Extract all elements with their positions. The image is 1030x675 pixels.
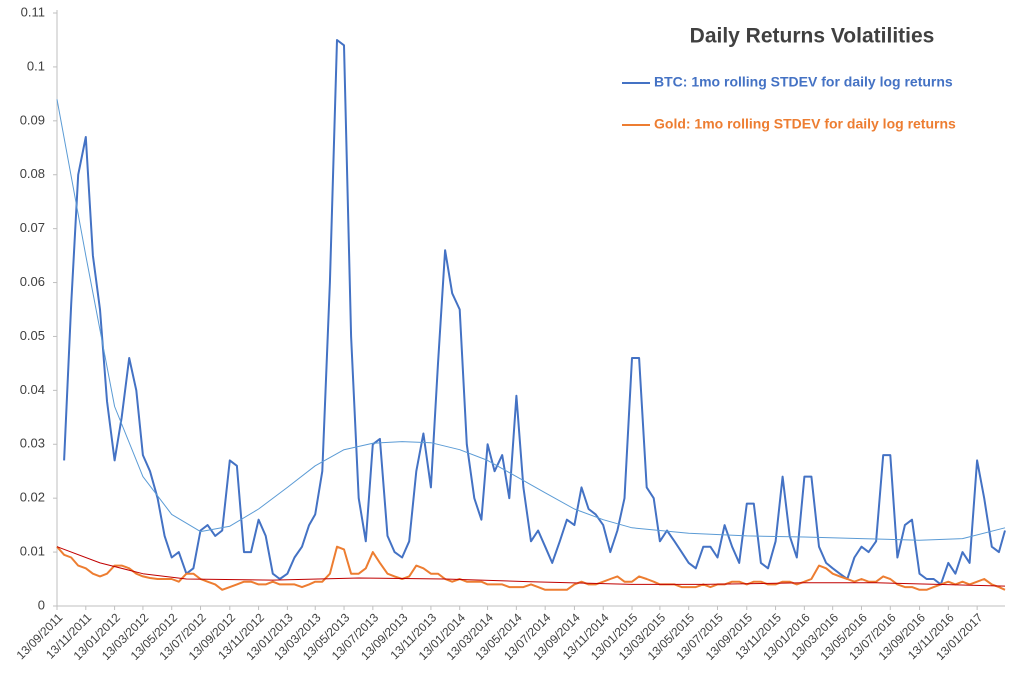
y-tick-label: 0.04 [20,382,45,397]
y-tick-label: 0.1 [27,58,45,73]
y-tick-label: 0.03 [20,436,45,451]
y-tick-label: 0.09 [20,112,45,127]
legend-label: BTC: 1mo rolling STDEV for daily log ret… [654,74,953,90]
y-tick-label: 0.01 [20,544,45,559]
chart-title: Daily Returns Volatilities [690,25,935,48]
trend-line [56,99,1006,541]
y-tick-label: 0.08 [20,166,45,181]
y-tick-label: 0.07 [20,220,45,235]
y-tick-label: 0.06 [20,274,45,289]
legend-label: Gold: 1mo rolling STDEV for daily log re… [654,116,956,132]
y-tick-label: 0.05 [20,328,45,343]
trend-line [56,546,1006,587]
y-tick-label: 0.02 [20,490,45,505]
series-line [63,39,1006,586]
series-line [56,545,1006,591]
y-tick-label: 0.11 [21,4,45,19]
y-tick-label: 0 [38,597,45,612]
